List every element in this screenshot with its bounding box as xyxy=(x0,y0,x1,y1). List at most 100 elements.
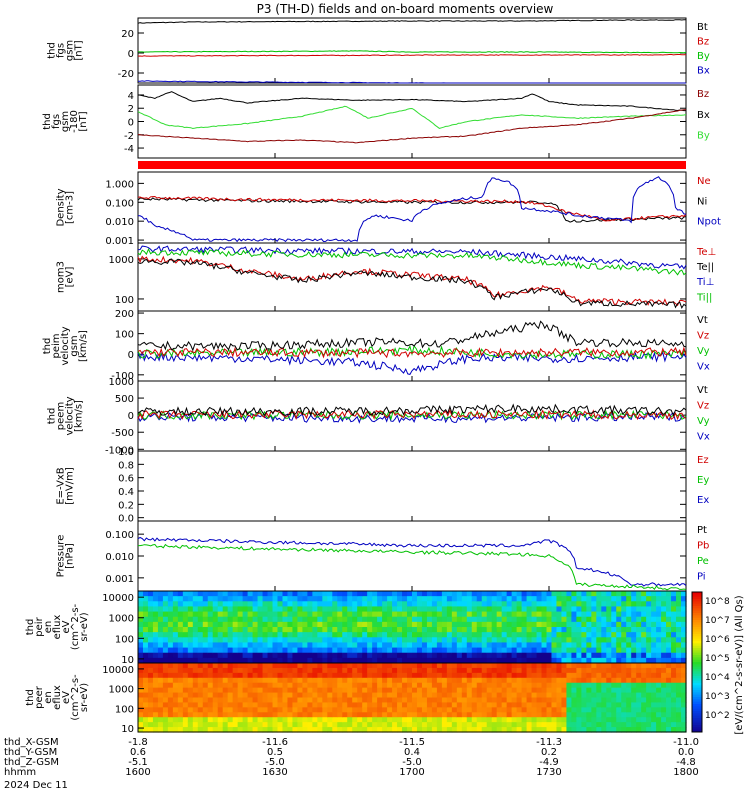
spectrogram-cell xyxy=(382,637,388,644)
spectrogram-cell xyxy=(407,717,413,723)
spectrogram-cell xyxy=(616,707,622,713)
spectrogram-cell xyxy=(501,682,508,689)
spectrogram-cell xyxy=(506,667,513,674)
spectrogram-cell xyxy=(541,652,548,659)
spectrogram-cell xyxy=(297,627,303,633)
spectrogram-cell xyxy=(262,697,269,704)
spectrogram-cell xyxy=(636,692,642,699)
spectrogram-cell xyxy=(601,667,607,674)
legend-entry: Ti|| xyxy=(696,292,712,303)
colorbar-cell xyxy=(692,592,702,595)
spectrogram-cell xyxy=(222,682,229,689)
spectrogram-cell xyxy=(566,692,573,699)
spectrogram-cell xyxy=(172,657,179,664)
spectrogram-cell xyxy=(456,611,463,618)
spectrogram-cell xyxy=(621,707,627,713)
colorbar-cell xyxy=(692,596,702,600)
spectrogram-cell xyxy=(666,642,672,649)
spectrogram-cell xyxy=(416,642,423,649)
spectrogram-cell xyxy=(591,647,597,654)
spectrogram-cell xyxy=(372,717,378,723)
spectrogram-cell xyxy=(207,596,214,602)
spectrogram-cell xyxy=(147,652,154,659)
spectrogram-cell xyxy=(651,616,657,623)
spectrogram-cell xyxy=(167,606,174,613)
spectrogram-cell xyxy=(591,657,597,664)
spectrogram-cell xyxy=(342,621,348,628)
spectrogram-cell xyxy=(242,601,249,608)
spectrogram-cell xyxy=(207,616,214,623)
spectrogram-cell xyxy=(342,677,348,684)
spectrogram-cell xyxy=(172,667,179,674)
spectrogram-cell xyxy=(247,657,254,664)
spectrogram-cell xyxy=(561,642,568,649)
spectrogram-cell xyxy=(586,621,592,628)
spectrogram-cell xyxy=(297,632,303,638)
spectrogram-cell xyxy=(147,687,154,694)
spectrogram-cell xyxy=(486,632,493,638)
spectrogram-cell xyxy=(656,663,662,669)
spectrogram-cell xyxy=(352,727,358,733)
spectrogram-cell xyxy=(302,667,308,674)
spectrogram-cell xyxy=(147,663,154,669)
spectrogram-cell xyxy=(292,707,299,713)
spectrogram-cell xyxy=(142,637,149,644)
spectrogram-cell xyxy=(287,692,294,699)
spectrogram-cell xyxy=(142,682,149,689)
spectrogram-cell xyxy=(601,627,607,633)
spectrogram-cell xyxy=(147,596,154,602)
spectrogram-cell xyxy=(342,682,348,689)
series-blue xyxy=(137,245,687,270)
spectrogram-cell xyxy=(242,717,249,723)
spectrogram-cell xyxy=(267,692,274,699)
spectrogram-cell xyxy=(267,722,274,728)
spectrogram-cell xyxy=(217,596,224,602)
spectrogram-cell xyxy=(212,601,219,608)
spectrogram-cell xyxy=(402,707,408,713)
spectrogram-cell xyxy=(242,616,249,623)
spectrogram-cell xyxy=(227,707,234,713)
spectrogram-cell xyxy=(631,606,637,613)
spectrogram-cell xyxy=(187,712,194,718)
spectrogram-cell xyxy=(277,596,284,602)
spectrogram-cell xyxy=(207,606,214,613)
spectrogram-cell xyxy=(546,702,553,708)
xaxis-row-label: thd_X-GSM xyxy=(4,737,59,748)
spectrogram-cell xyxy=(586,687,592,694)
spectrogram-cell xyxy=(661,702,667,708)
spectrogram-cell xyxy=(317,682,323,689)
spectrogram-cell xyxy=(232,591,239,597)
spectrogram-cell xyxy=(436,621,443,628)
spectrogram-cell xyxy=(142,611,149,618)
spectrogram-cell xyxy=(456,667,463,674)
spectrogram-cell xyxy=(566,601,573,608)
spectrogram-cell xyxy=(471,642,478,649)
spectrogram-cell xyxy=(367,596,373,602)
spectrogram-cell xyxy=(157,601,164,608)
spectrogram-cell xyxy=(446,677,453,684)
spectrogram-cell xyxy=(551,632,558,638)
spectrogram-cell xyxy=(277,667,284,674)
spectrogram-cell xyxy=(581,637,587,644)
spectrogram-cell xyxy=(407,657,413,664)
spectrogram-cell xyxy=(641,702,647,708)
spectrogram-cell xyxy=(192,591,199,597)
legend-entry: Ey xyxy=(697,475,709,486)
colorbar-tick: 10^3 xyxy=(705,692,730,702)
spectrogram-cell xyxy=(267,717,274,723)
spectrogram-cell xyxy=(421,687,428,694)
spectrogram-cell xyxy=(202,672,209,679)
spectrogram-cell xyxy=(546,682,553,689)
spectrogram-cell xyxy=(601,677,607,684)
spectrogram-cell xyxy=(631,667,637,674)
colorbar-cell xyxy=(692,610,702,614)
spectrogram-cell xyxy=(421,727,428,733)
spectrogram-cell xyxy=(212,682,219,689)
spectrogram-cell xyxy=(167,692,174,699)
spectrogram-cell xyxy=(242,692,249,699)
spectrogram-cell xyxy=(182,702,189,708)
spectrogram-cell xyxy=(337,722,343,728)
spectrogram-cell xyxy=(217,712,224,718)
spectrogram-cell xyxy=(157,672,164,679)
spectrogram-cell xyxy=(471,647,478,654)
